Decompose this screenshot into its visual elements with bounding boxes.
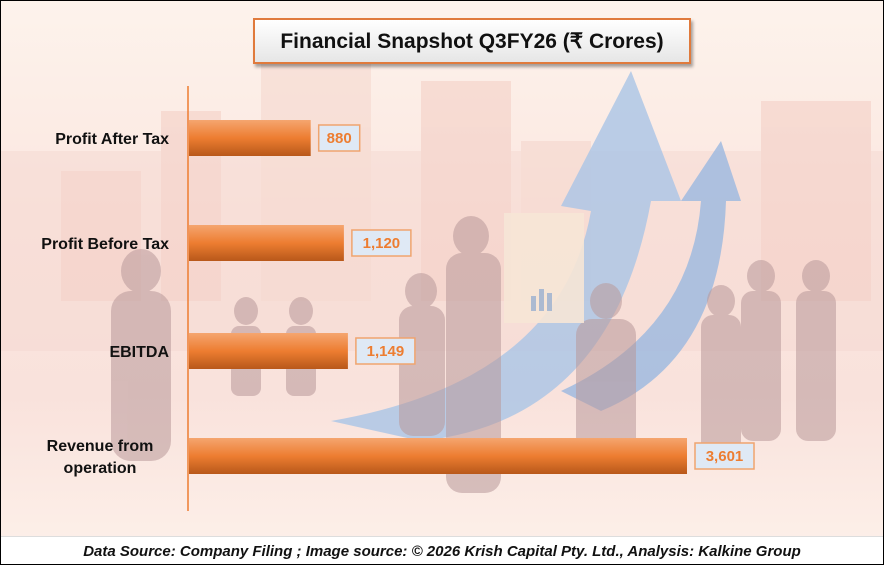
data-label-box (351, 229, 412, 257)
category-label: Profit Before Tax (41, 236, 169, 253)
category-label: Profit After Tax (55, 131, 169, 148)
data-label-box (355, 337, 416, 365)
data-label-box (317, 124, 361, 152)
chart-title: Financial Snapshot Q3FY26 (₹ Crores) (253, 18, 691, 64)
data-label-box (694, 442, 755, 470)
category-label: EBITDA (109, 344, 169, 361)
bar-profit-after-tax (189, 120, 311, 156)
bar-profit-before-tax (189, 225, 344, 261)
data-label: 1,120 (363, 235, 401, 252)
data-label: 880 (327, 130, 352, 147)
bar-revenue-from-operation (189, 438, 687, 474)
data-label: 1,149 (367, 343, 405, 360)
category-label: Revenue from operation (47, 438, 154, 477)
arrow-up-icon (331, 71, 681, 441)
footer-source: Data Source: Company Filing ; Image sour… (1, 536, 883, 564)
data-label: 3,601 (706, 448, 744, 465)
background-illustration (1, 61, 883, 493)
bar-chart: Profit After Tax 880 Profit Before Tax 1,12… (41, 86, 755, 511)
bar-ebitda (189, 333, 348, 369)
